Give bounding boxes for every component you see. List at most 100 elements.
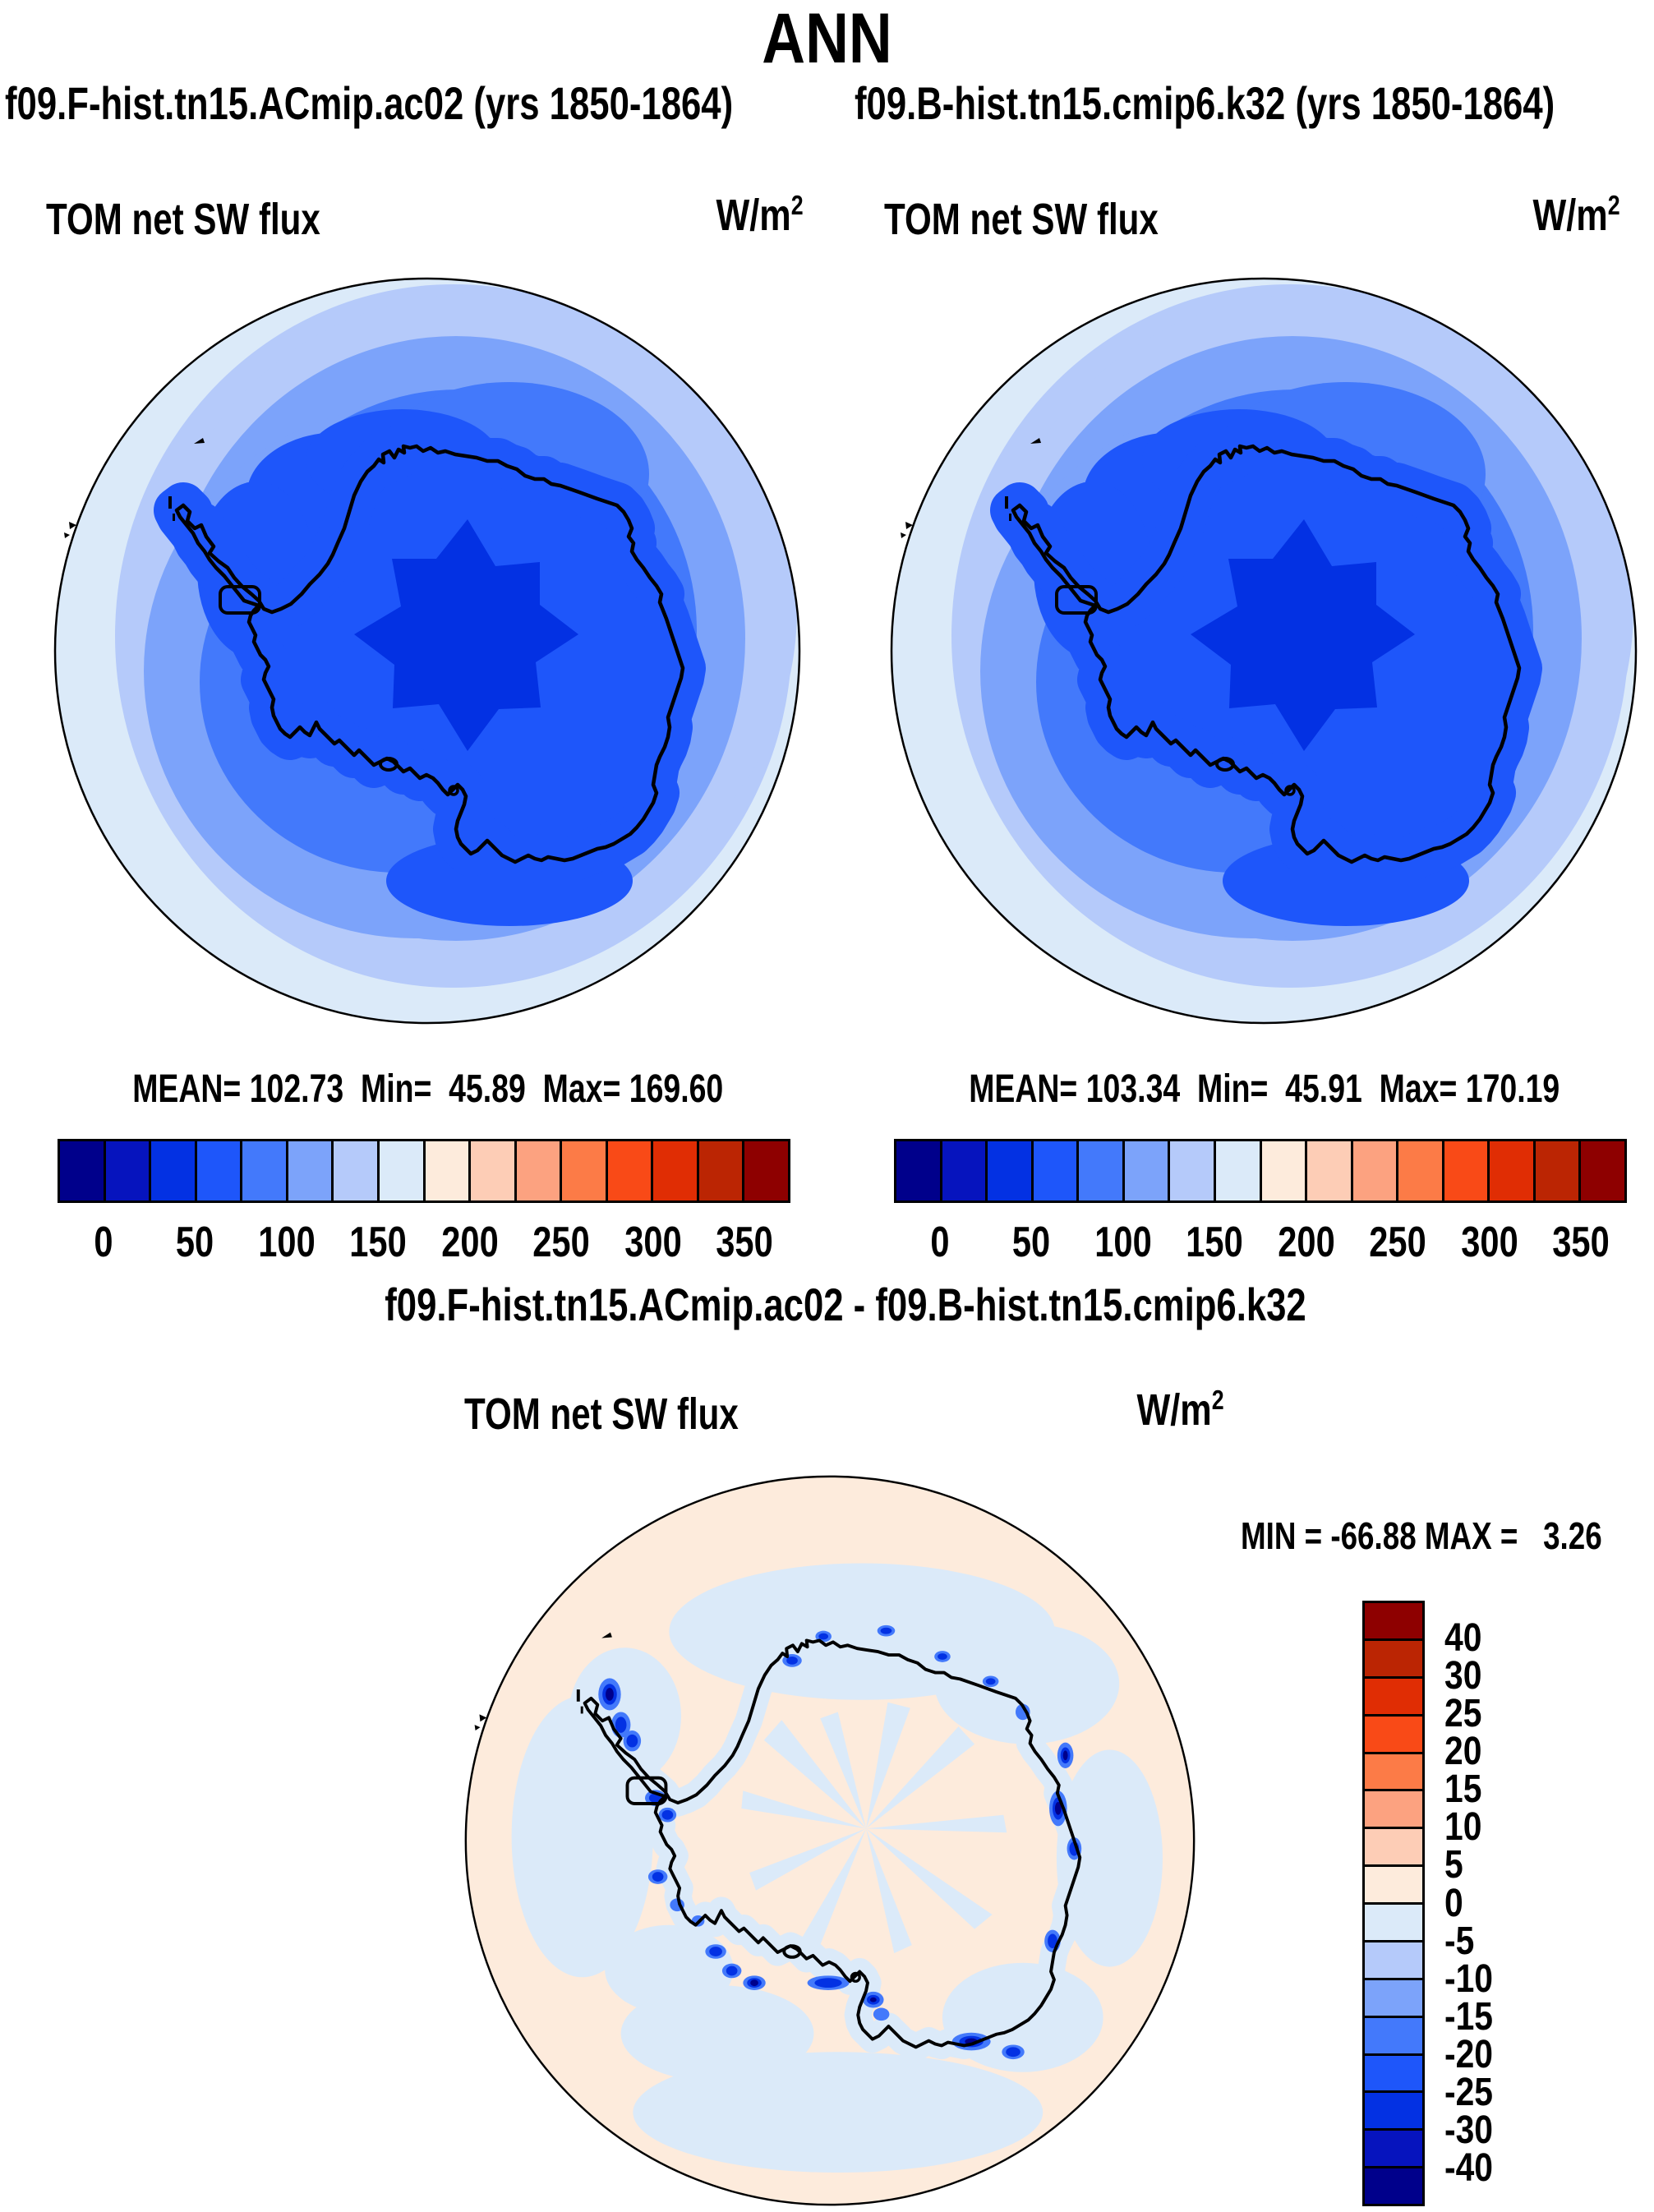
colorbar-tick-label: -10	[1444, 1956, 1493, 2001]
map-top-left	[53, 277, 801, 1025]
colorbar-tick-label: 0	[94, 1219, 113, 1266]
colorbar-cell	[1365, 2090, 1422, 2129]
units-exponent: 2	[1212, 1385, 1224, 1416]
colorbar-cell	[422, 1141, 469, 1200]
colorbar-cell	[1076, 1141, 1122, 1200]
units-exponent: 2	[791, 191, 804, 221]
colorbar-tick-label: -5	[1444, 1919, 1475, 1963]
field-label-right: TOM net SW flux	[884, 195, 1159, 244]
colorbar-cell	[376, 1141, 423, 1200]
colorbar-tick-label: 40	[1444, 1616, 1482, 1661]
colorbar-cell	[896, 1141, 940, 1200]
colorbar-cell	[742, 1141, 788, 1200]
units-exponent: 2	[1608, 191, 1620, 221]
colorbar-cell	[1365, 2166, 1422, 2204]
colorbar-tick-label: 0	[1444, 1881, 1463, 1925]
difference-title: f09.F-hist.tn15.ACmip.ac02 - f09.B-hist.…	[385, 1279, 1306, 1330]
colorbar-cell	[285, 1141, 332, 1200]
case2-subtitle: f09.B-hist.tn15.cmip6.k32 (yrs 1850-1864…	[855, 77, 1555, 129]
units-label-right: W/m2	[1533, 192, 1620, 237]
colorbar-cell	[560, 1141, 606, 1200]
colorbar-cell	[1487, 1141, 1533, 1200]
colorbar-tick-label: -40	[1444, 2145, 1493, 2190]
colorbar-tick-label: 100	[258, 1219, 316, 1266]
colorbar-cell	[1365, 1827, 1422, 1865]
colorbar-cell	[514, 1141, 560, 1200]
colorbar-cell	[939, 1141, 986, 1200]
colorbar-cell	[1122, 1141, 1168, 1200]
colorbar-cell	[1365, 1713, 1422, 1752]
minmax-line: MIN = -66.88 MAX = 3.26	[1241, 1514, 1602, 1557]
units-label-left: W/m2	[716, 192, 804, 237]
colorbar-cell	[1365, 1603, 1422, 1638]
colorbar-cell	[1396, 1141, 1442, 1200]
colorbar-cell	[1441, 1141, 1488, 1200]
colorbar-cell	[60, 1141, 104, 1200]
units-base: W/m	[1136, 1385, 1213, 1435]
colorbar-cell	[1365, 1977, 1422, 2016]
colorbar-tick-label: -30	[1444, 2108, 1493, 2152]
colorbar-tick-label: 0	[930, 1219, 950, 1266]
colorbar-tick-label: 100	[1094, 1219, 1152, 1266]
colorbar-cell	[1365, 1751, 1422, 1790]
units-base: W/m	[1532, 191, 1609, 240]
colorbar-cell	[1350, 1141, 1397, 1200]
map-difference	[464, 1475, 1196, 2206]
case1-subtitle: f09.F-hist.tn15.ACmip.ac02 (yrs 1850-186…	[5, 77, 734, 129]
colorbar-tick-label: 50	[176, 1219, 214, 1266]
colorbar-left: 0 50 100 150 200 250 300 350	[58, 1139, 790, 1264]
field-label-diff: TOM net SW flux	[464, 1389, 739, 1439]
colorbar-tick-label: 350	[716, 1219, 773, 1266]
colorbar-cell	[1365, 1789, 1422, 1827]
colorbar-tick-label: 250	[532, 1219, 590, 1266]
colorbar-cell	[1532, 1141, 1579, 1200]
stats-right: MEAN= 103.34 Min= 45.91 Max= 170.19	[969, 1067, 1560, 1111]
colorbar-difference: 40 30 25 20 15 10 5 0 -5 -10 -15 -20 -25 -30 -40	[1362, 1601, 1493, 2206]
colorbar-cell	[1365, 1864, 1422, 1902]
colorbar-tick-label: 150	[1186, 1219, 1243, 1266]
colorbar-tick-label: -15	[1444, 1994, 1493, 2039]
colorbar-cell	[1578, 1141, 1624, 1200]
colorbar-tick-label: 200	[441, 1219, 499, 1266]
colorbar-tick-label: 20	[1444, 1730, 1482, 1774]
colorbar-right: 0 50 100 150 200 250 300 350	[894, 1139, 1627, 1264]
colorbar-cell	[605, 1141, 652, 1200]
colorbar-cell	[1365, 1675, 1422, 1714]
units-label-diff: W/m2	[1137, 1387, 1224, 1432]
colorbar-cell	[1213, 1141, 1260, 1200]
units-base: W/m	[716, 191, 792, 240]
colorbar-tick-label: 300	[624, 1219, 682, 1266]
colorbar-cell	[149, 1141, 195, 1200]
colorbar-cell	[985, 1141, 1031, 1200]
colorbar-cell	[1365, 2053, 1422, 2091]
colorbar-cell	[468, 1141, 514, 1200]
colorbar-tick-label: 200	[1278, 1219, 1335, 1266]
colorbar-tick-label: 30	[1444, 1654, 1482, 1698]
colorbar-cell	[1365, 2015, 1422, 2053]
colorbar-cell	[1030, 1141, 1077, 1200]
colorbar-tick-label: 25	[1444, 1692, 1482, 1736]
colorbar-cell	[1259, 1141, 1306, 1200]
colorbar-tick-label: 300	[1461, 1219, 1518, 1266]
colorbar-cell	[103, 1141, 150, 1200]
colorbar-cell	[1305, 1141, 1351, 1200]
colorbar-cell	[651, 1141, 697, 1200]
colorbar-cell	[696, 1141, 743, 1200]
colorbar-cell	[1365, 2128, 1422, 2167]
colorbar-tick-label: 250	[1369, 1219, 1426, 1266]
colorbar-tick-label: 5	[1444, 1843, 1463, 1887]
colorbar-tick-label: 150	[349, 1219, 407, 1266]
map-top-right	[890, 277, 1638, 1025]
colorbar-cell	[1168, 1141, 1214, 1200]
colorbar-tick-label: 10	[1444, 1805, 1482, 1850]
colorbar-tick-label: -20	[1444, 2032, 1493, 2076]
colorbar-tick-label: 350	[1552, 1219, 1610, 1266]
plot-title: ANN	[762, 0, 892, 78]
colorbar-cell	[240, 1141, 286, 1200]
colorbar-cell	[194, 1141, 241, 1200]
field-label-left: TOM net SW flux	[46, 195, 320, 244]
colorbar-tick-label: 50	[1012, 1219, 1051, 1266]
stats-left: MEAN= 102.73 Min= 45.89 Max= 169.60	[132, 1067, 724, 1111]
colorbar-cell	[1365, 1939, 1422, 1978]
